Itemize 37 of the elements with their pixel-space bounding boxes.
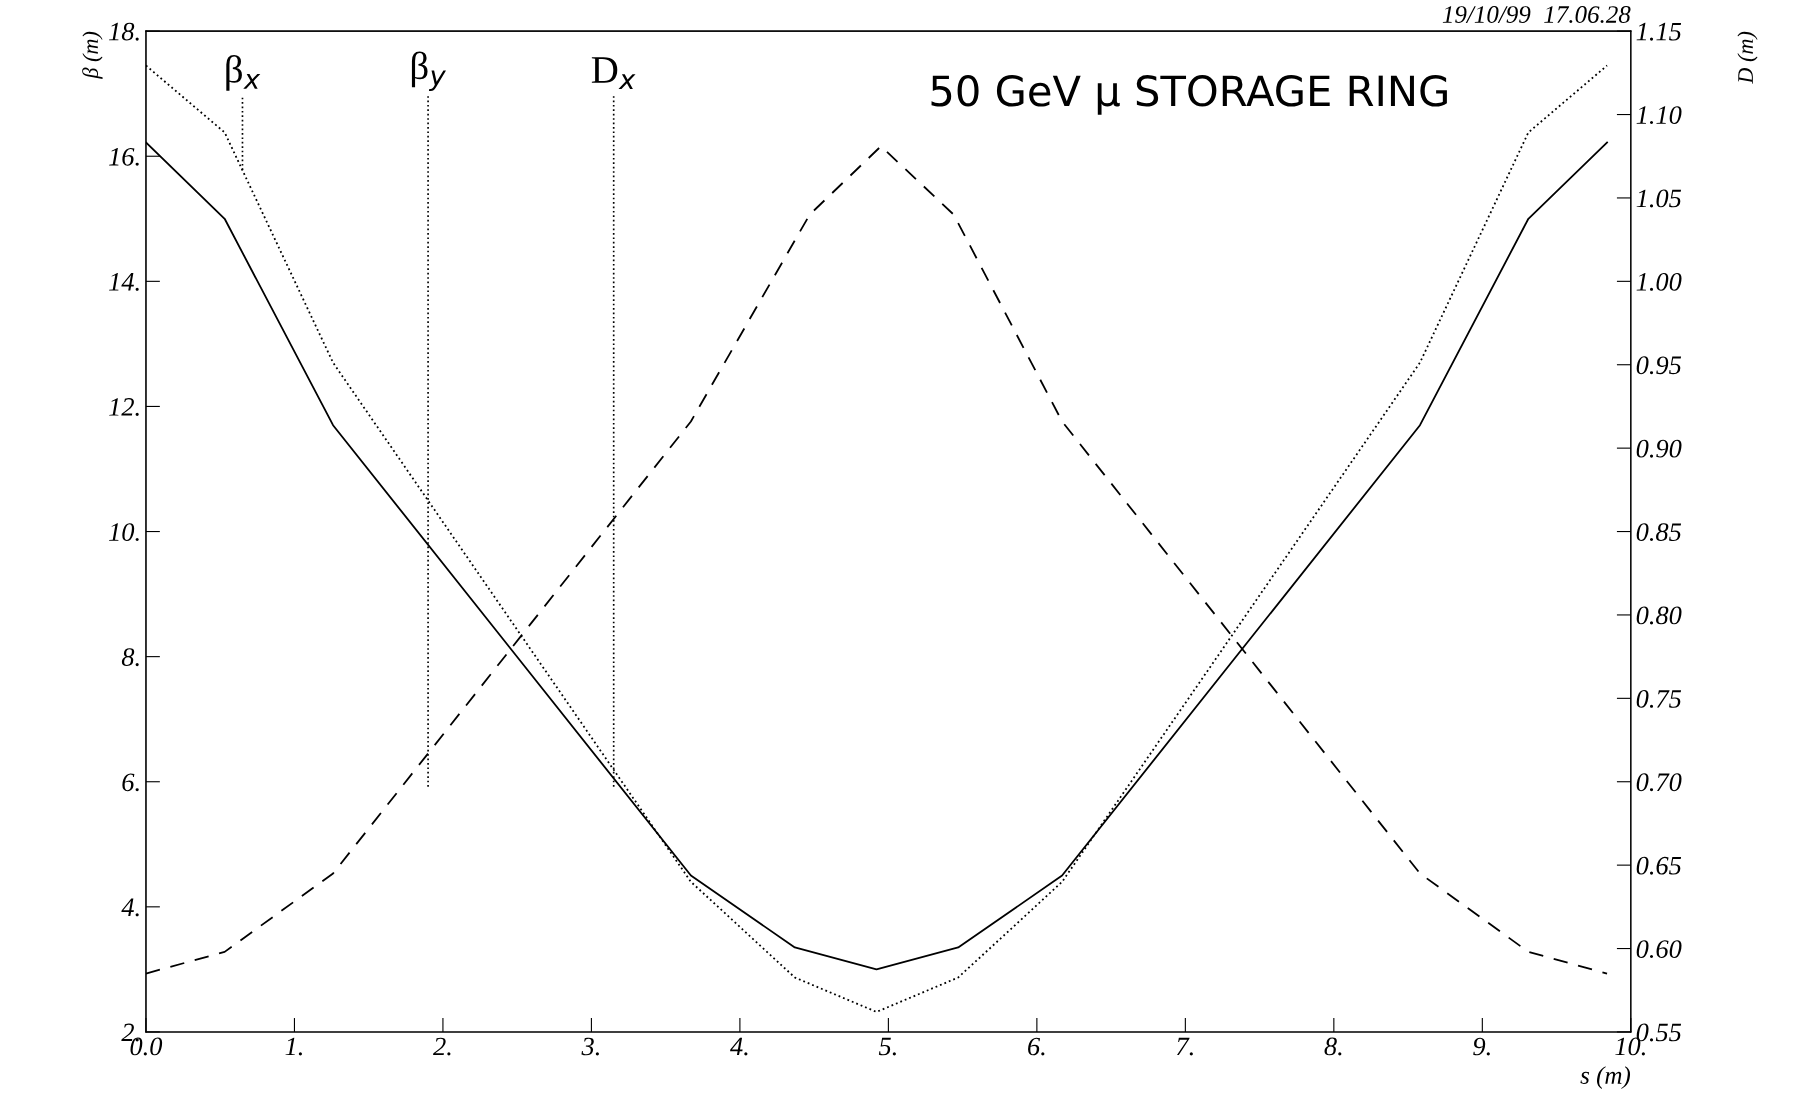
y-tick-label: 6.	[122, 773, 139, 792]
x-tick-label: 9.	[1473, 1037, 1490, 1056]
x-tick-label: 8.	[1324, 1037, 1342, 1056]
y-axis-title: β (m)	[82, 31, 103, 79]
x-tick-label: 7.	[1177, 1037, 1193, 1056]
text: 19/10/99 17.06.28	[1442, 6, 1631, 24]
y2-tick-label: 0.75	[1636, 689, 1682, 708]
x-tick-label: 3.	[581, 1037, 599, 1056]
x-tick-label: 1.	[285, 1037, 302, 1056]
y-tick-label: 12.	[109, 398, 139, 416]
y-tick-label: 18.	[109, 22, 139, 41]
y2-tick-label: 0.90	[1636, 439, 1682, 458]
y2-tick-label: 1.00	[1636, 272, 1682, 291]
y2-tick-label: 0.65	[1636, 856, 1682, 875]
y2-tick-label: 1.15	[1636, 22, 1682, 41]
y2-tick-label: 0.85	[1636, 523, 1682, 542]
annotation: 50 GeV μ STORAGE RING	[931, 75, 1447, 115]
y-tick-label: 10.	[109, 523, 139, 542]
y2-tick-label: 1.05	[1636, 189, 1682, 208]
x-tick-label: 5.	[878, 1037, 896, 1056]
y2-axis-title: D (m)	[1737, 31, 1758, 84]
y2-tick-label: 0.95	[1636, 356, 1682, 375]
annotation: β$_{x}$	[226, 55, 261, 91]
annotation: β$_{y}$	[411, 51, 446, 91]
y2-tick-label: 0.60	[1636, 940, 1682, 959]
y2-tick-label: 1.10	[1636, 106, 1682, 125]
y-tick-label: 14.	[109, 273, 139, 291]
y-tick-label: 4.	[121, 898, 139, 917]
x-tick-label: 6.	[1028, 1037, 1045, 1056]
y-tick-label: 16.	[109, 147, 139, 166]
y2-tick-label: 0.80	[1636, 606, 1682, 625]
x-tick-label: 4.	[730, 1037, 748, 1056]
x-axis-title: s (m)	[1580, 1066, 1631, 1089]
x-tick-label: 2.	[433, 1037, 451, 1056]
y-tick-label: 8.	[121, 648, 139, 667]
annotation: D$_{x}$	[591, 57, 636, 90]
y2-tick-label: 0.70	[1636, 773, 1682, 792]
